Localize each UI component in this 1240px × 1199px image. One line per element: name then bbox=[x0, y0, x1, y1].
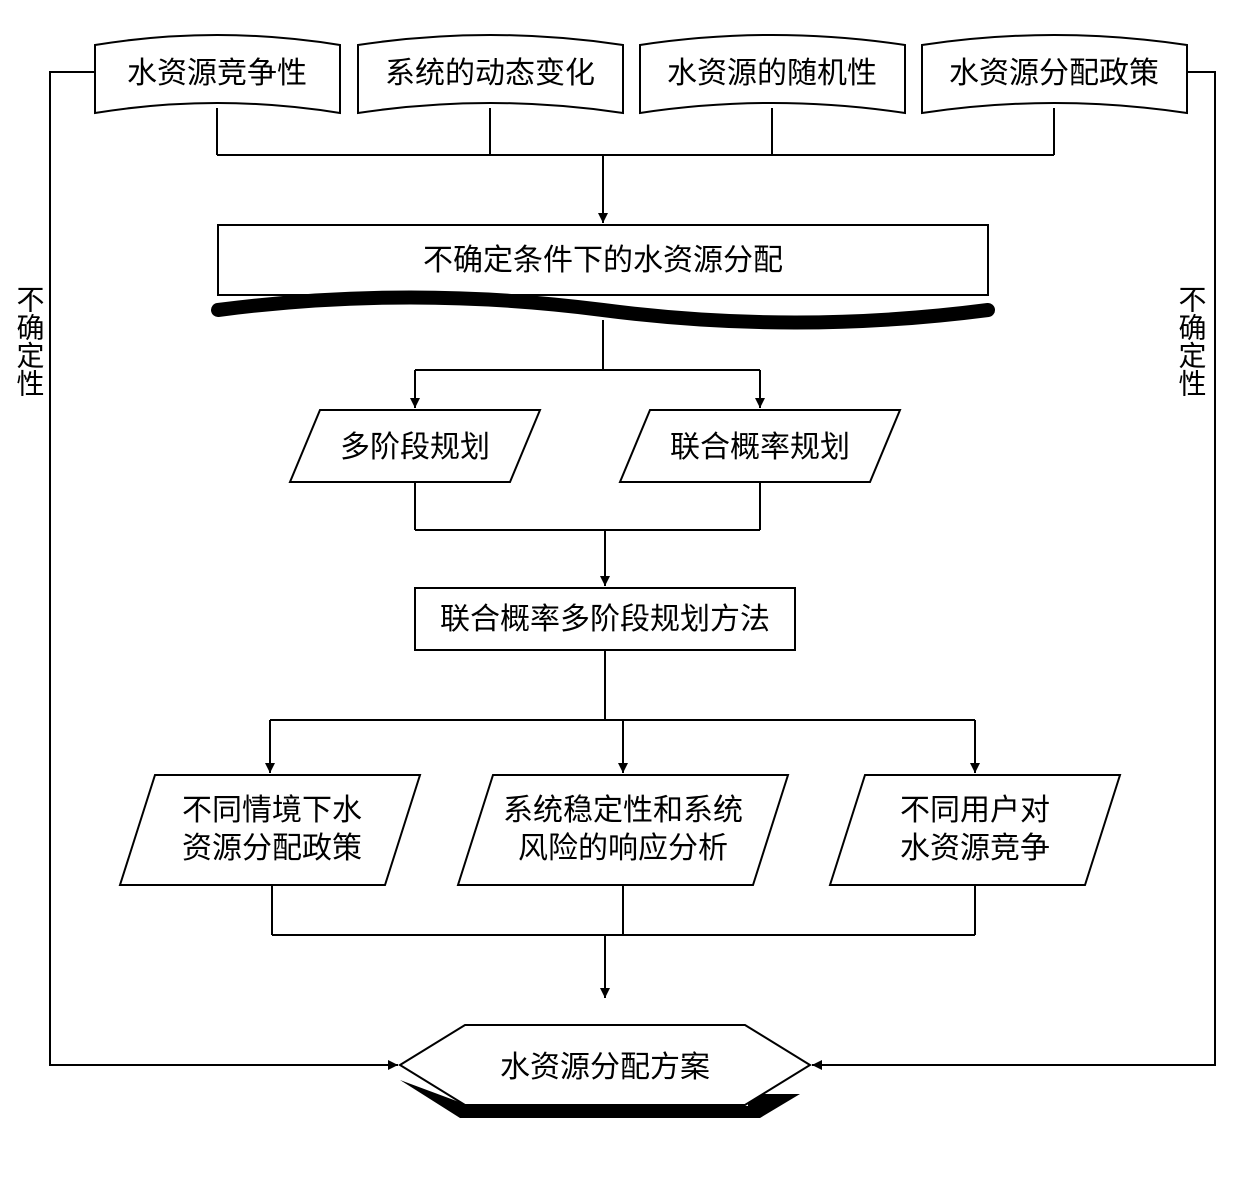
out-2-line1: 系统稳定性和系统 bbox=[503, 794, 743, 827]
left-loop bbox=[50, 72, 398, 1065]
top-node-1: 水资源竞争性 bbox=[95, 35, 340, 113]
main-box-label: 不确定条件下的水资源分配 bbox=[423, 244, 783, 277]
right-loop bbox=[812, 72, 1215, 1065]
mid-right: 联合概率规划 bbox=[620, 410, 900, 482]
top-node-2-label: 系统的动态变化 bbox=[385, 57, 595, 90]
method-label: 联合概率多阶段规划方法 bbox=[440, 603, 770, 636]
mid-left-label: 多阶段规划 bbox=[340, 431, 490, 464]
out-3: 不同用户对 水资源竞争 bbox=[830, 775, 1120, 885]
out-3-line1: 不同用户对 bbox=[900, 794, 1050, 827]
main-box: 不确定条件下的水资源分配 bbox=[218, 225, 988, 323]
out-2-line2: 风险的响应分析 bbox=[518, 832, 728, 865]
out-2: 系统稳定性和系统 风险的响应分析 bbox=[458, 775, 788, 885]
edge-mid-to-method bbox=[415, 482, 760, 586]
mid-left: 多阶段规划 bbox=[290, 410, 540, 482]
top-node-1-label: 水资源竞争性 bbox=[127, 57, 307, 90]
out-1-line1: 不同情境下水 bbox=[182, 794, 362, 827]
left-loop-label: 不确定性 bbox=[13, 285, 45, 397]
mid-right-label: 联合概率规划 bbox=[670, 431, 850, 464]
out-3-line2: 水资源竞争 bbox=[900, 832, 1050, 865]
out-1-line2: 资源分配政策 bbox=[182, 832, 362, 865]
result-label: 水资源分配方案 bbox=[500, 1051, 710, 1084]
edge-top-to-main bbox=[217, 108, 1054, 223]
top-node-3: 水资源的随机性 bbox=[640, 35, 905, 113]
edge-out-to-result bbox=[272, 885, 975, 998]
right-loop-label: 不确定性 bbox=[1175, 285, 1207, 397]
result-box: 水资源分配方案 bbox=[400, 1025, 810, 1118]
edge-main-to-mid bbox=[415, 320, 760, 408]
top-node-4: 水资源分配政策 bbox=[922, 35, 1187, 113]
top-node-3-label: 水资源的随机性 bbox=[667, 57, 877, 90]
top-node-2: 系统的动态变化 bbox=[358, 35, 623, 113]
out-1: 不同情境下水 资源分配政策 bbox=[120, 775, 420, 885]
top-node-4-label: 水资源分配政策 bbox=[949, 57, 1159, 90]
edge-method-to-out bbox=[270, 650, 975, 773]
method-box: 联合概率多阶段规划方法 bbox=[415, 588, 795, 650]
